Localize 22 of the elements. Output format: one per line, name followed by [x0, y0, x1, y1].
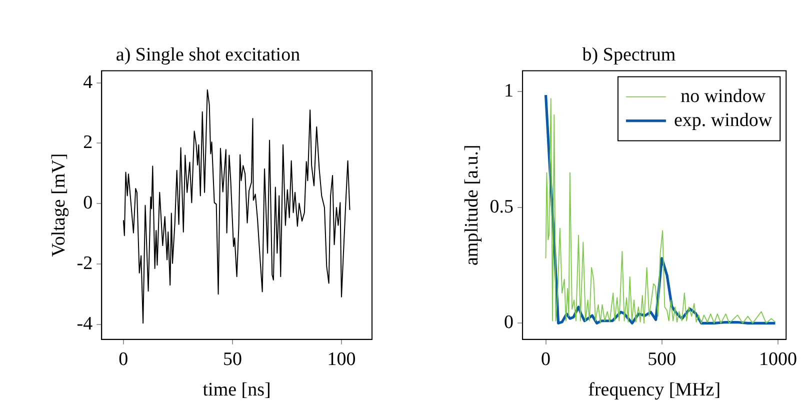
y-tick-label: 0.5	[490, 196, 514, 218]
chart-title: a) Single shot excitation	[116, 44, 301, 66]
x-tick-label: 50	[222, 348, 242, 370]
x-tick-label: 500	[648, 348, 676, 370]
x-tick-label: 0	[541, 348, 551, 370]
y-tick-label: -4	[76, 313, 94, 334]
x-axis-title: frequency [MHz]	[588, 380, 721, 401]
y-tick-label: 0	[504, 312, 514, 334]
legend-label: exp. window	[674, 110, 772, 131]
x-tick-label: 1000	[759, 348, 797, 370]
y-tick-label: 1	[504, 80, 514, 102]
y-axis-title: Voltage [mV]	[48, 153, 70, 257]
x-tick-label: 100	[327, 348, 356, 370]
x-tick-label: 0	[118, 348, 128, 370]
y-tick-label: -2	[76, 252, 93, 274]
y-tick-label: 4	[83, 72, 94, 93]
y-tick-label: 2	[83, 132, 93, 154]
chart-title: b) Spectrum	[582, 44, 676, 66]
y-tick-label: 0	[83, 192, 93, 214]
x-axis-title: time [ns]	[202, 380, 271, 401]
y-axis-title: amplitude [a.u.]	[461, 144, 482, 266]
legend-label: no window	[680, 86, 766, 107]
